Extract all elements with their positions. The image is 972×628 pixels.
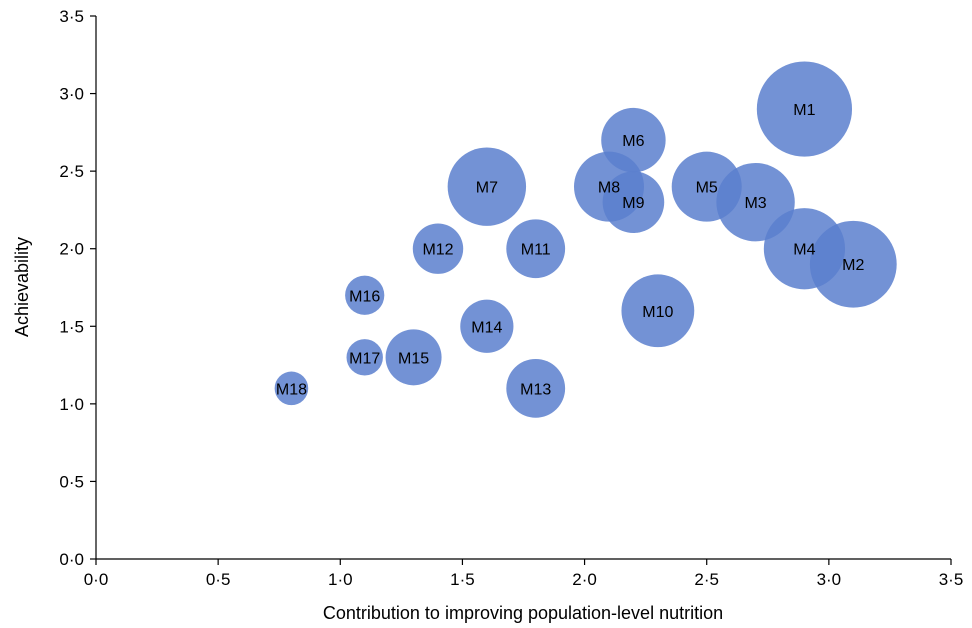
bubble-m14 [460, 299, 514, 353]
bubble-label-m8: M8 [598, 180, 620, 197]
bubble-label-m13: M13 [520, 381, 551, 398]
x-tick-label: 2·5 [694, 570, 719, 589]
y-tick-label: 0·0 [59, 550, 84, 569]
y-axis-title: Achievability [12, 237, 32, 337]
y-tick-label: 3·5 [59, 7, 84, 26]
x-axis-title: Contribution to improving population-lev… [323, 603, 723, 623]
axes-layer [95, 16, 951, 560]
bubble-label-m11: M11 [521, 242, 551, 259]
bubble-label-m4: M4 [793, 242, 815, 259]
x-tick-label: 0·5 [206, 570, 231, 589]
y-tick-label: 1·5 [59, 317, 84, 336]
bubble-m10 [621, 274, 695, 348]
bubble-m16 [345, 275, 385, 315]
y-ticks: 0·0 0·5 1·0 1·5 2·0 2·5 3·0 3·5 [59, 7, 96, 569]
bubble-label-m2: M2 [842, 257, 864, 274]
bubble-m13 [506, 358, 566, 418]
bubble-label-m9: M9 [622, 195, 644, 212]
x-tick-label: 3·0 [817, 570, 842, 589]
bubble-m12 [412, 223, 464, 274]
x-tick-label: 2·0 [572, 570, 597, 589]
x-tick-label: 1·0 [328, 570, 353, 589]
bubble-label-m7: M7 [476, 180, 498, 197]
bubble-m7 [447, 147, 527, 226]
bubble-m11 [506, 219, 566, 279]
y-tick-label: 0·5 [59, 472, 84, 491]
bubble-label-m6: M6 [622, 133, 644, 150]
bubble-m15 [385, 329, 442, 386]
bubble-label-m16: M16 [349, 288, 380, 305]
bubble-label-m17: M17 [349, 350, 380, 367]
y-tick-label: 3·0 [59, 85, 84, 104]
bubble-m17 [346, 339, 383, 376]
bubble-label-m1: M1 [793, 102, 815, 119]
bubble-m9 [602, 171, 665, 233]
bubble-label-m12: M12 [422, 242, 453, 259]
bubble-m1 [756, 61, 853, 157]
bubble-m5 [671, 151, 742, 222]
bubble-label-m15: M15 [398, 350, 429, 367]
bubble-label-m5: M5 [696, 180, 718, 197]
y-tick-label: 1·0 [59, 395, 84, 414]
y-tick-label: 2·5 [59, 162, 84, 181]
bubble-label-m3: M3 [744, 195, 766, 212]
x-tick-label: 0·0 [84, 570, 109, 589]
x-tick-label: 1·5 [450, 570, 475, 589]
bubble-label-m18: M18 [276, 381, 307, 398]
bubble-m18 [274, 371, 309, 406]
bubble-label-m14: M14 [471, 319, 502, 336]
x-ticks: 0·0 0·5 1·0 1·5 2·0 2·5 3·0 3·5 [84, 559, 964, 589]
x-tick-label: 3·5 [939, 570, 964, 589]
bubble-label-m10: M10 [642, 304, 673, 321]
bubble-m4 [763, 208, 846, 290]
y-tick-label: 2·0 [59, 240, 84, 259]
